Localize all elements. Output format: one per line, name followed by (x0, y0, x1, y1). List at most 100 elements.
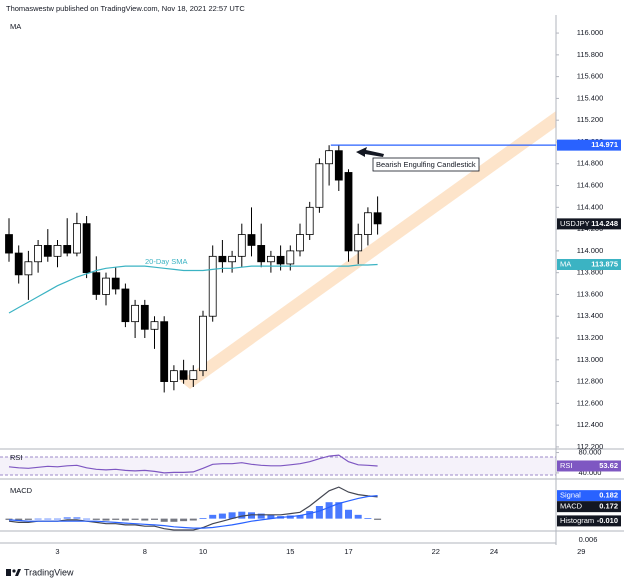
x-tick-label: 29 (577, 547, 585, 556)
histogram-bar (34, 518, 42, 520)
candle-body (160, 321, 169, 382)
y-tick-label: 113.800 (577, 268, 604, 277)
price-label-box (557, 515, 621, 527)
histogram-bar (141, 518, 149, 521)
histogram-bar (374, 518, 382, 520)
candle-body (63, 245, 72, 254)
publisher-line: Thomaswestw published on TradingView.com… (6, 4, 245, 13)
candle-body (43, 245, 52, 257)
histogram-bar (160, 518, 168, 522)
y-tick-label: 113.400 (577, 311, 604, 320)
y-tick-label: 115.200 (577, 115, 604, 124)
y-tick-label: 112.800 (577, 377, 604, 386)
price-label-name: USDJPY (560, 219, 590, 228)
y-tick-label: 112.400 (577, 420, 604, 429)
x-tick-label: 15 (286, 547, 294, 556)
candle-body (14, 252, 23, 276)
price-label-value: 113.875 (591, 259, 618, 268)
price-label-box (557, 501, 621, 513)
price-label-box (557, 490, 621, 502)
candle-body (140, 304, 149, 330)
candle-body (228, 255, 237, 263)
y-tick-label: 114.600 (577, 181, 604, 190)
y-tick-label: 113.200 (577, 333, 604, 342)
pane-title: MACD (10, 486, 33, 495)
histogram-bar (24, 518, 32, 520)
candle-body (334, 150, 343, 181)
histogram-bar (228, 512, 236, 519)
y-tick-label: 80.000 (579, 448, 602, 457)
x-tick-label: 8 (143, 547, 147, 556)
candle-body (266, 255, 275, 263)
histogram-bar (267, 514, 275, 519)
price-label-value: 53.62 (599, 461, 618, 470)
candle-body (325, 150, 334, 165)
sma-line (8, 263, 378, 314)
candle-body (354, 234, 363, 252)
histogram-bar (257, 513, 265, 519)
candle-body (24, 261, 33, 276)
price-label-name: MA (560, 259, 571, 268)
candle-body (150, 321, 159, 330)
histogram-bar (345, 509, 352, 519)
sma-label: 20-Day SMA (145, 257, 188, 266)
trend-channel (180, 111, 556, 389)
histogram-bar (238, 511, 246, 519)
x-tick-label: 22 (432, 547, 440, 556)
y-tick-label: 112.600 (577, 398, 604, 407)
y-tick-label: 114.000 (577, 246, 604, 255)
y-tick-label: 114.400 (577, 202, 604, 211)
rsi-line (8, 454, 378, 474)
candle-body (199, 315, 207, 372)
x-tick-label: 24 (490, 547, 498, 556)
x-tick-label: 3 (55, 547, 59, 556)
price-label-value: 0.172 (599, 502, 618, 511)
brand-logo (6, 569, 21, 576)
histogram-bar (102, 518, 110, 521)
histogram-bar (209, 514, 217, 519)
histogram-bar (170, 518, 178, 522)
y-tick-label: 115.800 (577, 50, 604, 59)
brand-name: TradingView (24, 567, 74, 577)
candle-body (247, 234, 256, 246)
candle-body (111, 277, 120, 290)
histogram-bar (296, 515, 304, 519)
candle-body (82, 223, 91, 274)
y-tick-label: 114.800 (577, 159, 604, 168)
price-label-box (557, 460, 621, 472)
histogram-bar (121, 518, 129, 521)
candle-body (169, 370, 178, 382)
histogram-bar (315, 506, 323, 519)
candle-body (315, 163, 324, 208)
price-label-value: -0.010 (597, 516, 618, 525)
y-tick-label: 113.600 (577, 289, 604, 298)
candle-body (189, 370, 198, 380)
histogram-bar (248, 512, 255, 519)
price-label-box (557, 139, 621, 151)
histogram-bar (54, 518, 61, 520)
candle-body (257, 245, 266, 263)
x-tick-label: 10 (199, 547, 207, 556)
histogram-bar (63, 517, 71, 519)
macd-line (8, 495, 378, 529)
histogram-bar (189, 518, 197, 521)
y-tick-label: 113.000 (577, 355, 604, 364)
price-label-box (557, 258, 621, 270)
histogram-bar (364, 518, 372, 519)
annotation-arrow (356, 147, 384, 157)
candle-body (5, 234, 13, 254)
axis-bottom-label: 0.006 (579, 535, 598, 544)
price-label-value: 114.971 (591, 140, 618, 149)
candle-body (218, 255, 227, 263)
histogram-bar (83, 518, 91, 520)
price-label-name: Signal (560, 491, 581, 500)
candle-body (92, 272, 101, 295)
price-label-name: MACD (560, 502, 583, 511)
histogram-bar (335, 502, 343, 519)
price-label-box (557, 218, 621, 230)
candle-body (296, 234, 304, 252)
candle-body (363, 212, 372, 235)
candle-body (237, 234, 246, 257)
